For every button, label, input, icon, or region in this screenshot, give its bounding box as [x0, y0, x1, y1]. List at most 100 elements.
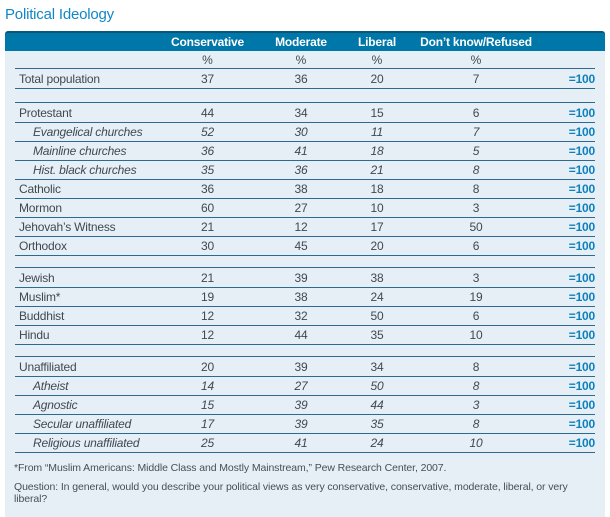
row-value: 8: [472, 417, 480, 431]
table-row: Evangelical churches 52 30 11 7 =100: [15, 122, 595, 141]
row-total: =100: [568, 125, 595, 139]
table-row: Unaffiliated 20 39 34 8 =100: [15, 357, 595, 376]
row-value: 21: [201, 220, 214, 234]
row-label: Atheist: [33, 379, 69, 393]
col-header-liberal: Liberal: [358, 35, 396, 49]
row-total: =100: [568, 163, 595, 177]
row-value: 36: [201, 182, 214, 196]
row-label: Protestant: [19, 105, 72, 120]
row-value: 6: [472, 309, 480, 323]
row-label: Unaffiliated: [19, 359, 77, 374]
row-label: Secular unaffiliated: [33, 417, 132, 431]
row-value: 44: [201, 105, 214, 120]
table-group-3: Unaffiliated 20 39 34 8 =100 Atheist 14 27 50 8 =10…: [15, 356, 595, 453]
row-value: 8: [472, 182, 480, 196]
row-label: Evangelical churches: [33, 125, 143, 139]
row-total: =100: [568, 398, 595, 412]
row-value: 50: [370, 309, 384, 323]
row-total: =100: [568, 436, 595, 450]
table-row: Secular unaffiliated 17 39 35 8 =100: [15, 414, 595, 433]
row-value: 3: [472, 201, 480, 215]
row-value: 38: [370, 270, 384, 285]
row-value: 24: [370, 290, 384, 304]
row-total: =100: [568, 309, 595, 323]
row-value: 7: [472, 71, 480, 86]
unit-moderate: %: [295, 52, 307, 67]
row-value: 45: [294, 239, 308, 253]
unit-conservative: %: [202, 52, 213, 67]
row-value: 32: [294, 309, 308, 323]
footnotes: *From “Muslim Americans: Middle Class an…: [5, 453, 605, 505]
row-value: 6: [472, 239, 480, 253]
row-value: 35: [370, 417, 384, 431]
footnote-source: *From “Muslim Americans: Middle Class an…: [14, 462, 447, 474]
row-value: 20: [370, 239, 384, 253]
row-value: 21: [370, 163, 384, 177]
row-value: 25: [201, 436, 214, 450]
row-value: 37: [201, 71, 214, 86]
row-value: 6: [472, 105, 480, 120]
row-value: 20: [370, 71, 384, 86]
row-total: =100: [568, 328, 595, 342]
row-value: 52: [201, 125, 214, 139]
row-value: 50: [469, 220, 483, 234]
row-label: Mainline churches: [33, 144, 127, 158]
row-total: =100: [568, 144, 595, 158]
row-value: 39: [294, 270, 308, 285]
row-value: 38: [294, 182, 308, 196]
row-value: 27: [294, 201, 308, 215]
row-label: Religious unaffiliated: [33, 436, 140, 450]
percent-unit-row: % % % %: [5, 51, 605, 68]
table-row: Hist. black churches 35 36 21 8 =100: [15, 160, 595, 179]
row-value: 35: [370, 328, 384, 342]
row-value: 3: [472, 270, 480, 285]
row-value: 39: [294, 359, 308, 374]
table-row: Mormon 60 27 10 3 =100: [15, 198, 595, 217]
table-row: Jewish 21 39 38 3 =100: [15, 268, 595, 287]
row-label: Orthodox: [19, 239, 67, 253]
row-value: 18: [370, 144, 384, 158]
table-row: Religious unaffiliated 25 41 24 10 =100: [15, 433, 595, 452]
row-value: 10: [469, 436, 483, 450]
row-total: =100: [568, 359, 595, 374]
row-value: 12: [201, 309, 214, 323]
row-value: 10: [469, 328, 483, 342]
table-row: Mainline churches 36 41 18 5 =100: [15, 141, 595, 160]
row-value: 3: [472, 398, 480, 412]
row-total: =100: [568, 239, 595, 253]
row-total: =100: [568, 379, 595, 393]
row-value: 27: [294, 379, 308, 393]
row-value: 10: [370, 201, 384, 215]
row-total: =100: [568, 201, 595, 215]
row-value: 15: [201, 398, 214, 412]
row-value: 8: [472, 163, 480, 177]
row-value: 19: [469, 290, 483, 304]
row-value: 35: [201, 163, 214, 177]
row-value: 15: [370, 105, 384, 120]
table-row: Hindu 12 44 35 10 =100: [15, 325, 595, 344]
row-value: 41: [294, 436, 308, 450]
page-title: Political Ideology: [5, 6, 114, 23]
col-header-conservative: Conservative: [171, 35, 244, 49]
table-row: Protestant 44 34 15 6 =100: [15, 103, 595, 122]
row-value: 36: [294, 71, 308, 86]
row-value: 5: [472, 144, 480, 158]
table-row: Total population 37 36 20 7 =100: [15, 69, 595, 88]
table-row: Buddhist 12 32 50 6 =100: [15, 306, 595, 325]
unit-liberal: %: [371, 52, 383, 67]
table-group-2: Jewish 21 39 38 3 =100 Muslim* 19 38 24 19 =100 Budd…: [15, 267, 595, 345]
col-header-moderate: Moderate: [275, 35, 327, 49]
row-value: 39: [294, 417, 308, 431]
row-value: 30: [294, 125, 308, 139]
row-label: Catholic: [19, 182, 61, 196]
row-label: Buddhist: [19, 309, 65, 323]
row-value: 36: [201, 144, 214, 158]
row-total: =100: [568, 71, 595, 86]
footnote-question: Question: In general, would you describe…: [14, 481, 568, 505]
row-value: 12: [294, 220, 308, 234]
row-label: Agnostic: [33, 398, 78, 412]
table-row: Agnostic 15 39 44 3 =100: [15, 395, 595, 414]
row-value: 41: [294, 144, 308, 158]
table-group-0: Total population 37 36 20 7 =100: [15, 68, 595, 89]
table-group-1: Protestant 44 3 4 1 5 6 =100 Evangelical churche…: [15, 102, 595, 256]
